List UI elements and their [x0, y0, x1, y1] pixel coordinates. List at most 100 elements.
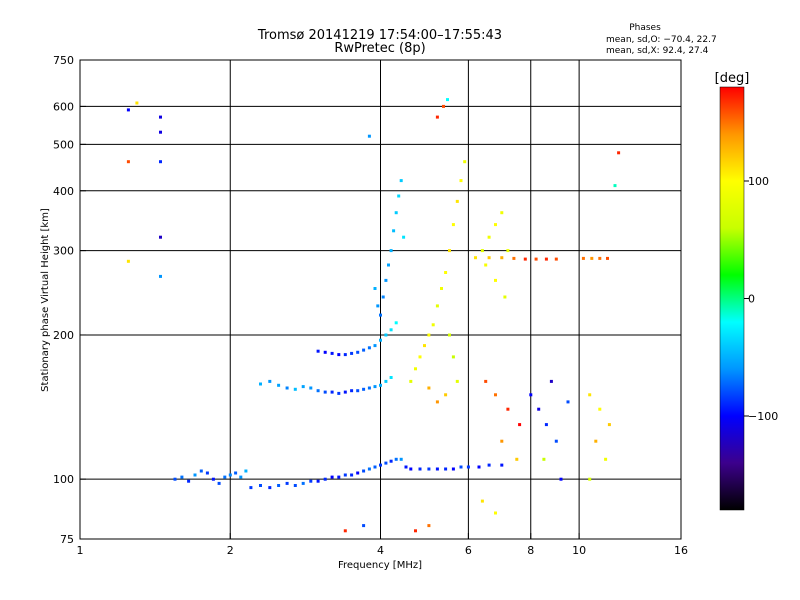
data-point-6-10 [598, 256, 602, 260]
data-point-9-4 [126, 160, 130, 164]
data-point-0-21 [316, 479, 320, 483]
data-point-0-0 [173, 477, 177, 481]
data-point-1-6 [309, 386, 313, 390]
data-point-3-11 [402, 235, 406, 239]
data-point-3-3 [387, 263, 390, 267]
data-point-2-9 [373, 344, 377, 348]
data-point-4-16 [455, 379, 459, 383]
data-point-6-9 [590, 256, 594, 260]
data-point-1-10 [337, 391, 341, 395]
data-point-2-8 [367, 346, 371, 350]
y-tick-label-4: 400 [53, 185, 74, 198]
data-point-4-10 [451, 223, 455, 227]
data-point-0-10 [234, 471, 238, 475]
y-tick-label-6: 600 [53, 100, 74, 113]
data-point-0-42 [451, 467, 455, 471]
data-point-7-2 [544, 423, 548, 427]
data-point-5-2 [494, 223, 497, 227]
data-point-5-4 [506, 249, 510, 253]
data-point-0-47 [500, 463, 504, 467]
data-point-4-7 [440, 287, 443, 290]
data-point-7-1 [537, 407, 541, 411]
data-point-4-4 [427, 333, 431, 337]
data-point-0-17 [285, 481, 289, 485]
data-point-9-14 [613, 184, 617, 188]
data-point-0-28 [362, 469, 366, 473]
data-point-1-12 [350, 389, 354, 393]
data-point-9-9 [442, 104, 445, 108]
data-point-0-26 [350, 473, 354, 477]
data-point-2-2 [330, 351, 334, 355]
data-point-0-44 [466, 465, 470, 469]
data-point-0-4 [199, 469, 203, 473]
x-tick-label-2: 4 [377, 544, 384, 557]
data-point-8-5 [515, 457, 519, 461]
data-point-1-5 [301, 385, 305, 389]
data-point-6-8 [581, 256, 585, 260]
data-point-5-7 [503, 295, 507, 299]
data-point-1-8 [323, 390, 327, 394]
data-point-0-31 [379, 463, 382, 467]
x-tick-label-0: 1 [77, 544, 84, 557]
data-point-0-3 [193, 473, 197, 477]
data-point-1-4 [293, 387, 297, 391]
data-point-8-9 [414, 529, 417, 533]
data-point-0-5 [205, 471, 209, 475]
data-point-0-39 [427, 467, 431, 471]
data-point-4-15 [451, 355, 455, 359]
data-point-0-45 [477, 465, 481, 469]
data-point-3-4 [389, 249, 393, 253]
data-point-7-13 [588, 477, 592, 481]
x-axis-label: Frequency [MHz] [338, 560, 422, 571]
data-point-4-6 [435, 304, 439, 308]
data-point-8-1 [494, 393, 497, 397]
data-point-9-6 [159, 235, 162, 239]
data-point-0-6 [211, 477, 215, 481]
y-tick-label-1: 100 [53, 473, 74, 486]
y-tick-label-2: 200 [53, 329, 74, 342]
data-point-0-40 [435, 467, 439, 471]
data-point-7-3 [554, 439, 558, 443]
data-point-1-0 [259, 382, 262, 386]
x-tick-label-1: 2 [227, 544, 234, 557]
data-point-2-3 [337, 353, 341, 357]
data-point-0-38 [418, 467, 422, 471]
data-point-0-9 [228, 473, 232, 477]
data-point-0-34 [394, 457, 398, 461]
colorbar [719, 86, 745, 511]
chart-subtitle: RwPretec (8p) [334, 41, 425, 56]
data-point-1-3 [285, 386, 289, 390]
data-point-7-12 [604, 457, 608, 461]
data-point-0-35 [399, 457, 403, 461]
data-point-2-0 [316, 349, 320, 353]
data-point-7-4 [542, 457, 546, 461]
y-tick-label-5: 500 [53, 138, 74, 151]
data-point-0-23 [330, 475, 334, 479]
data-point-0-46 [487, 463, 491, 467]
data-point-3-0 [379, 313, 382, 317]
data-point-0-19 [301, 481, 305, 485]
data-point-0-22 [323, 477, 327, 481]
data-point-3-2 [384, 278, 388, 282]
grid-lines [80, 60, 681, 539]
data-point-0-25 [343, 473, 347, 477]
data-point-4-1 [414, 367, 417, 371]
data-point-7-8 [588, 393, 592, 397]
y-axis-ticks: 75 100 200 300 400 500 600 750 [53, 54, 86, 546]
data-point-7-9 [598, 407, 602, 411]
data-point-8-7 [494, 511, 497, 515]
data-point-9-10 [446, 98, 449, 102]
data-point-6-1 [487, 256, 491, 260]
data-point-5-1 [487, 235, 491, 239]
data-point-6-0 [474, 256, 477, 260]
data-point-9-13 [617, 151, 621, 155]
y-tick-label-7: 750 [53, 54, 74, 67]
data-point-4-11 [455, 199, 459, 203]
data-point-2-6 [356, 350, 360, 354]
data-point-0-12 [244, 469, 248, 473]
data-point-1-1 [268, 379, 272, 383]
data-point-5-6 [494, 278, 497, 282]
data-point-4-13 [463, 160, 467, 164]
data-point-4-0 [409, 379, 413, 383]
data-point-7-7 [566, 400, 570, 404]
